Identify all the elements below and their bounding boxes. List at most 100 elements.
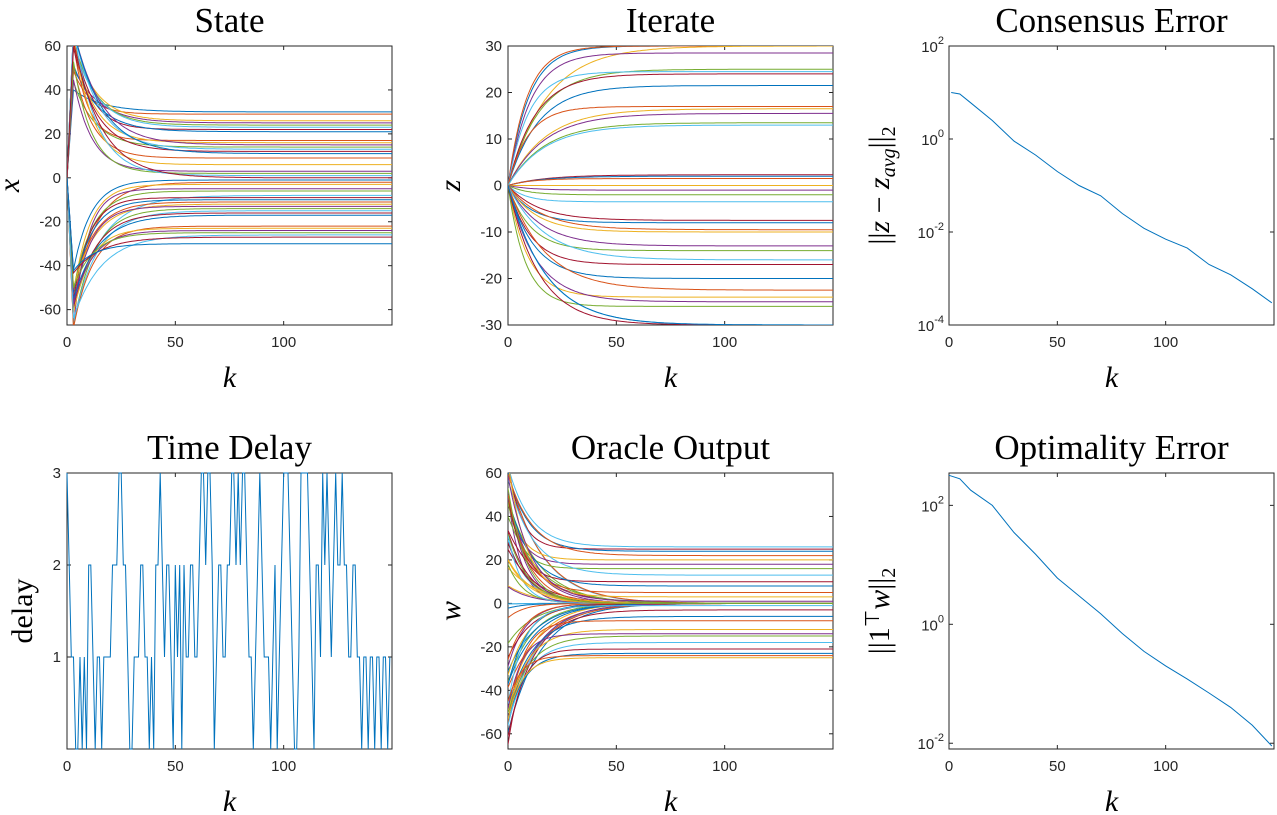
y-tick-label: 10 [485,131,502,148]
series-line [508,602,833,660]
y-axis-label: ||1⊤w||2 [862,568,900,654]
series-line [508,633,833,709]
x-tick-label: 0 [504,758,512,775]
series-line [67,177,392,273]
y-tick-label: 0 [494,595,502,612]
subplot-0: State k 0 50 100 -60 -40 -20 0 20 40 60 x [0,1,393,394]
x-tick-label: 100 [271,334,296,351]
series-line [508,635,833,714]
series-line [508,652,833,720]
series-line [67,177,392,275]
x-tick-label: 0 [63,758,71,775]
y-tick-label: -30 [480,317,502,334]
series-line [67,81,392,178]
chart-title: Optimality Error [994,428,1229,467]
series-line [67,46,392,178]
series-line [508,620,833,724]
series-line [67,46,392,178]
y-axis-label: z [434,179,467,192]
y-axis-label: x [0,178,26,193]
series-line [508,185,833,221]
x-tick-label: 50 [608,758,625,775]
y-tick-label: 20 [485,85,502,102]
series-line [67,46,392,178]
subplot-3: Time Delay k 0 50 100 1 2 3 delay [6,428,393,815]
axes-frame [948,472,1275,750]
series-group [67,46,392,325]
series-line [67,177,392,288]
y-tick-label: 40 [485,508,502,525]
y-tick-label: 0 [53,170,61,187]
y-tick-label: 100 [921,128,944,149]
series-line [508,185,833,303]
series-line [67,46,392,178]
y-tick-label: 40 [44,82,61,99]
series-line [67,177,392,307]
axes-frame [66,45,393,326]
series-line [67,61,392,178]
x-tick-label: 0 [945,334,953,351]
series-line [508,542,833,604]
x-axis-label: k [664,361,678,394]
x-axis-label: k [664,785,678,815]
series-line [508,501,833,565]
y-tick-label: -40 [480,682,502,699]
y-tick-label: -40 [39,258,61,275]
y-tick-label: 20 [44,126,61,143]
series-line [67,46,392,179]
series-line [67,177,392,319]
series-line [508,122,833,186]
series-line [508,185,833,231]
y-tick-label: 10-2 [918,732,944,753]
y-tick-label: 60 [44,38,61,55]
y-tick-label: 0 [494,178,502,195]
series-group [508,46,833,325]
series-line [508,655,833,702]
series-line [508,605,833,704]
series-line [67,177,392,325]
series-line [508,185,833,233]
series-line [508,609,833,737]
series-line [508,185,833,247]
axes-frame [66,472,393,750]
y-tick-label: 102 [921,494,944,515]
y-tick-label: 1 [53,649,61,666]
series-line [508,494,833,593]
series-line [67,66,392,178]
series-line [66,472,391,750]
series-line [508,185,833,261]
series-line [508,85,833,186]
series-line [67,177,392,300]
series-group [508,473,833,745]
series-line [508,185,833,298]
y-tick-label: 100 [921,613,944,634]
series-line [508,178,833,186]
y-tick-label: -20 [480,639,502,656]
series-line [508,185,833,265]
x-tick-label: 100 [712,758,737,775]
x-tick-label: 100 [1153,334,1178,351]
series-line [67,177,392,303]
series-line [67,177,392,308]
series-line [508,629,833,711]
x-axis-label: k [223,361,237,394]
series-line [508,185,833,252]
y-tick-label: -20 [39,214,61,231]
series-line [67,177,392,310]
series-line [508,602,833,725]
y-tick-label: 30 [485,38,502,55]
series-line [508,73,833,186]
x-tick-label: 50 [1049,334,1066,351]
x-axis-label: k [223,785,237,815]
series-line [67,177,392,288]
series-line [508,185,833,191]
series-line [67,46,392,178]
series-line [508,185,833,325]
series-line [67,46,392,178]
x-axis-label: k [1105,785,1119,815]
x-tick-label: 100 [271,758,296,775]
series-line [67,177,392,300]
x-tick-label: 0 [63,334,71,351]
chart-title: Iterate [626,1,715,40]
